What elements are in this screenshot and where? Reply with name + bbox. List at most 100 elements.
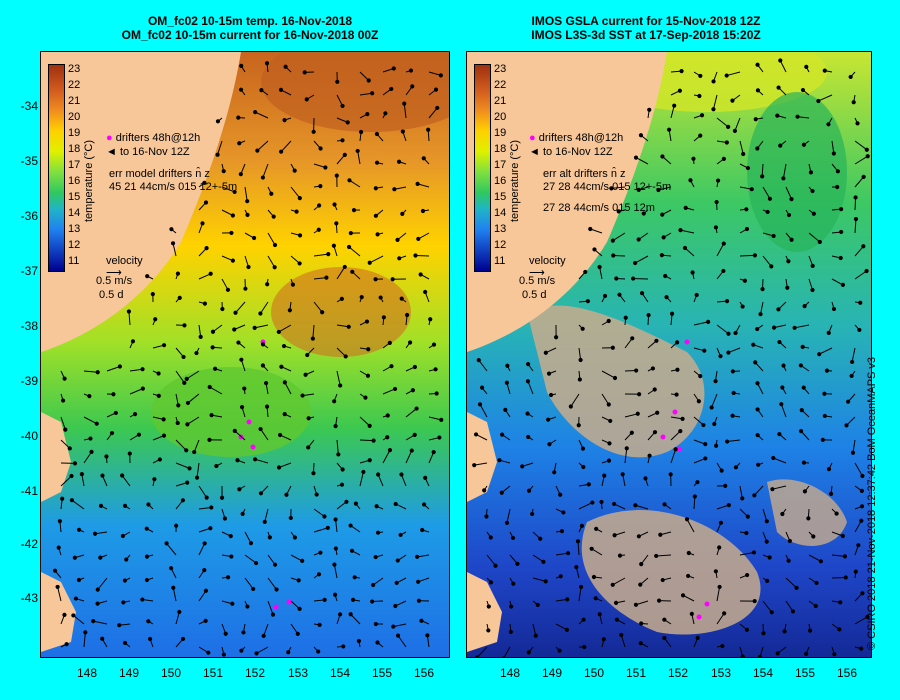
current-vector-head [554, 335, 559, 340]
current-vector-head [639, 621, 644, 626]
current-vector-head [413, 253, 418, 258]
current-vector-head [235, 458, 240, 463]
current-vector [290, 186, 301, 199]
current-vector-head [767, 196, 773, 201]
current-vector-head [564, 627, 570, 632]
current-vector-head [838, 600, 843, 605]
current-vector [785, 186, 792, 200]
current-vector-head [535, 602, 540, 608]
current-vector [359, 471, 364, 487]
current-vector-head [558, 574, 563, 579]
current-vector-head [637, 392, 642, 397]
current-vector-head [203, 200, 209, 205]
current-vector-head [597, 264, 602, 270]
current-vector-head [392, 386, 398, 392]
current-vector-head [435, 105, 440, 111]
current-vector-head [306, 445, 311, 450]
drifter-legend-end: ◄ to 16-Nov 12Z [529, 146, 613, 158]
current-vector-head [694, 292, 699, 298]
current-vector-head [764, 519, 769, 524]
current-vector [187, 393, 200, 404]
lon-tick: 152 [244, 666, 266, 680]
current-vector-head [120, 533, 125, 539]
current-vector-head [325, 525, 330, 530]
current-vector-head [333, 592, 338, 597]
current-vector-head [283, 64, 288, 69]
current-vector-head [583, 269, 588, 275]
current-vector-head [292, 168, 297, 173]
current-vector-head [287, 308, 292, 313]
current-vector-head [439, 417, 444, 422]
current-vector-head [370, 91, 375, 96]
current-vector-head [755, 88, 761, 93]
current-vector-head [238, 87, 244, 92]
current-vector-head [664, 294, 669, 300]
current-vector-head [482, 488, 487, 493]
current-vector-head [152, 477, 157, 482]
current-vector-head [831, 306, 837, 312]
current-vector-head [104, 454, 109, 459]
current-vector [336, 266, 346, 280]
current-vector-head [511, 581, 516, 586]
current-vector-head [801, 460, 807, 465]
current-vector-head [769, 264, 774, 269]
current-vector-head [780, 385, 785, 390]
current-vector [257, 140, 269, 151]
current-vector-head [771, 233, 776, 239]
current-vector-head [428, 317, 433, 322]
current-vector-head [638, 641, 643, 646]
current-vector-head [236, 340, 241, 345]
current-vector-head [813, 603, 818, 609]
current-vector [284, 382, 292, 395]
current-vector [772, 485, 787, 490]
current-vector [716, 613, 725, 625]
current-vector-head [782, 629, 787, 634]
current-vector-head [744, 530, 749, 536]
current-vector [193, 439, 200, 453]
current-vector [393, 623, 407, 628]
current-vector-head [680, 593, 686, 598]
colorbar-title: temperature (°C) [83, 139, 95, 222]
current-vector-head [617, 553, 623, 558]
current-vector-head [409, 448, 414, 453]
current-vector [267, 577, 277, 590]
current-vector-head [530, 511, 535, 517]
drifter-legend-marker: ● [106, 132, 113, 144]
current-vector [336, 370, 341, 386]
current-vector-head [373, 277, 378, 282]
current-vector-head [820, 437, 825, 442]
current-vector-head [785, 285, 790, 290]
current-vector [60, 416, 66, 430]
current-vector-head [221, 652, 226, 657]
current-vector-head [332, 399, 337, 404]
colorbar-tick: 22 [68, 79, 81, 91]
lon-tick: 155 [794, 666, 816, 680]
colorbar-tick: 16 [68, 175, 81, 187]
current-vector-head [826, 122, 831, 127]
current-vector-head [230, 258, 235, 263]
current-vector [762, 600, 773, 613]
current-vector-head [822, 68, 827, 73]
current-vector-head [764, 539, 769, 544]
current-vector [818, 347, 833, 355]
current-vector-head [132, 412, 138, 417]
current-vector-head [752, 493, 757, 498]
colorbar-tick: 18 [494, 143, 507, 155]
current-vector-head [223, 631, 228, 636]
current-vector-head [557, 648, 562, 653]
current-vector-head [660, 212, 665, 217]
current-vector-head [740, 496, 745, 501]
current-vector [854, 270, 867, 280]
current-vector-head [744, 627, 750, 632]
current-vector-head [565, 597, 570, 602]
current-vector-head [263, 380, 269, 386]
current-vector-head [826, 330, 831, 335]
current-vector-head [258, 311, 263, 316]
current-vector-head [117, 364, 122, 369]
current-vector-head [606, 318, 611, 324]
current-vector-head [860, 473, 865, 479]
current-vector-head [389, 86, 394, 92]
current-vector-head [402, 101, 407, 106]
current-vector-head [241, 630, 246, 635]
current-vector-head [798, 429, 804, 434]
